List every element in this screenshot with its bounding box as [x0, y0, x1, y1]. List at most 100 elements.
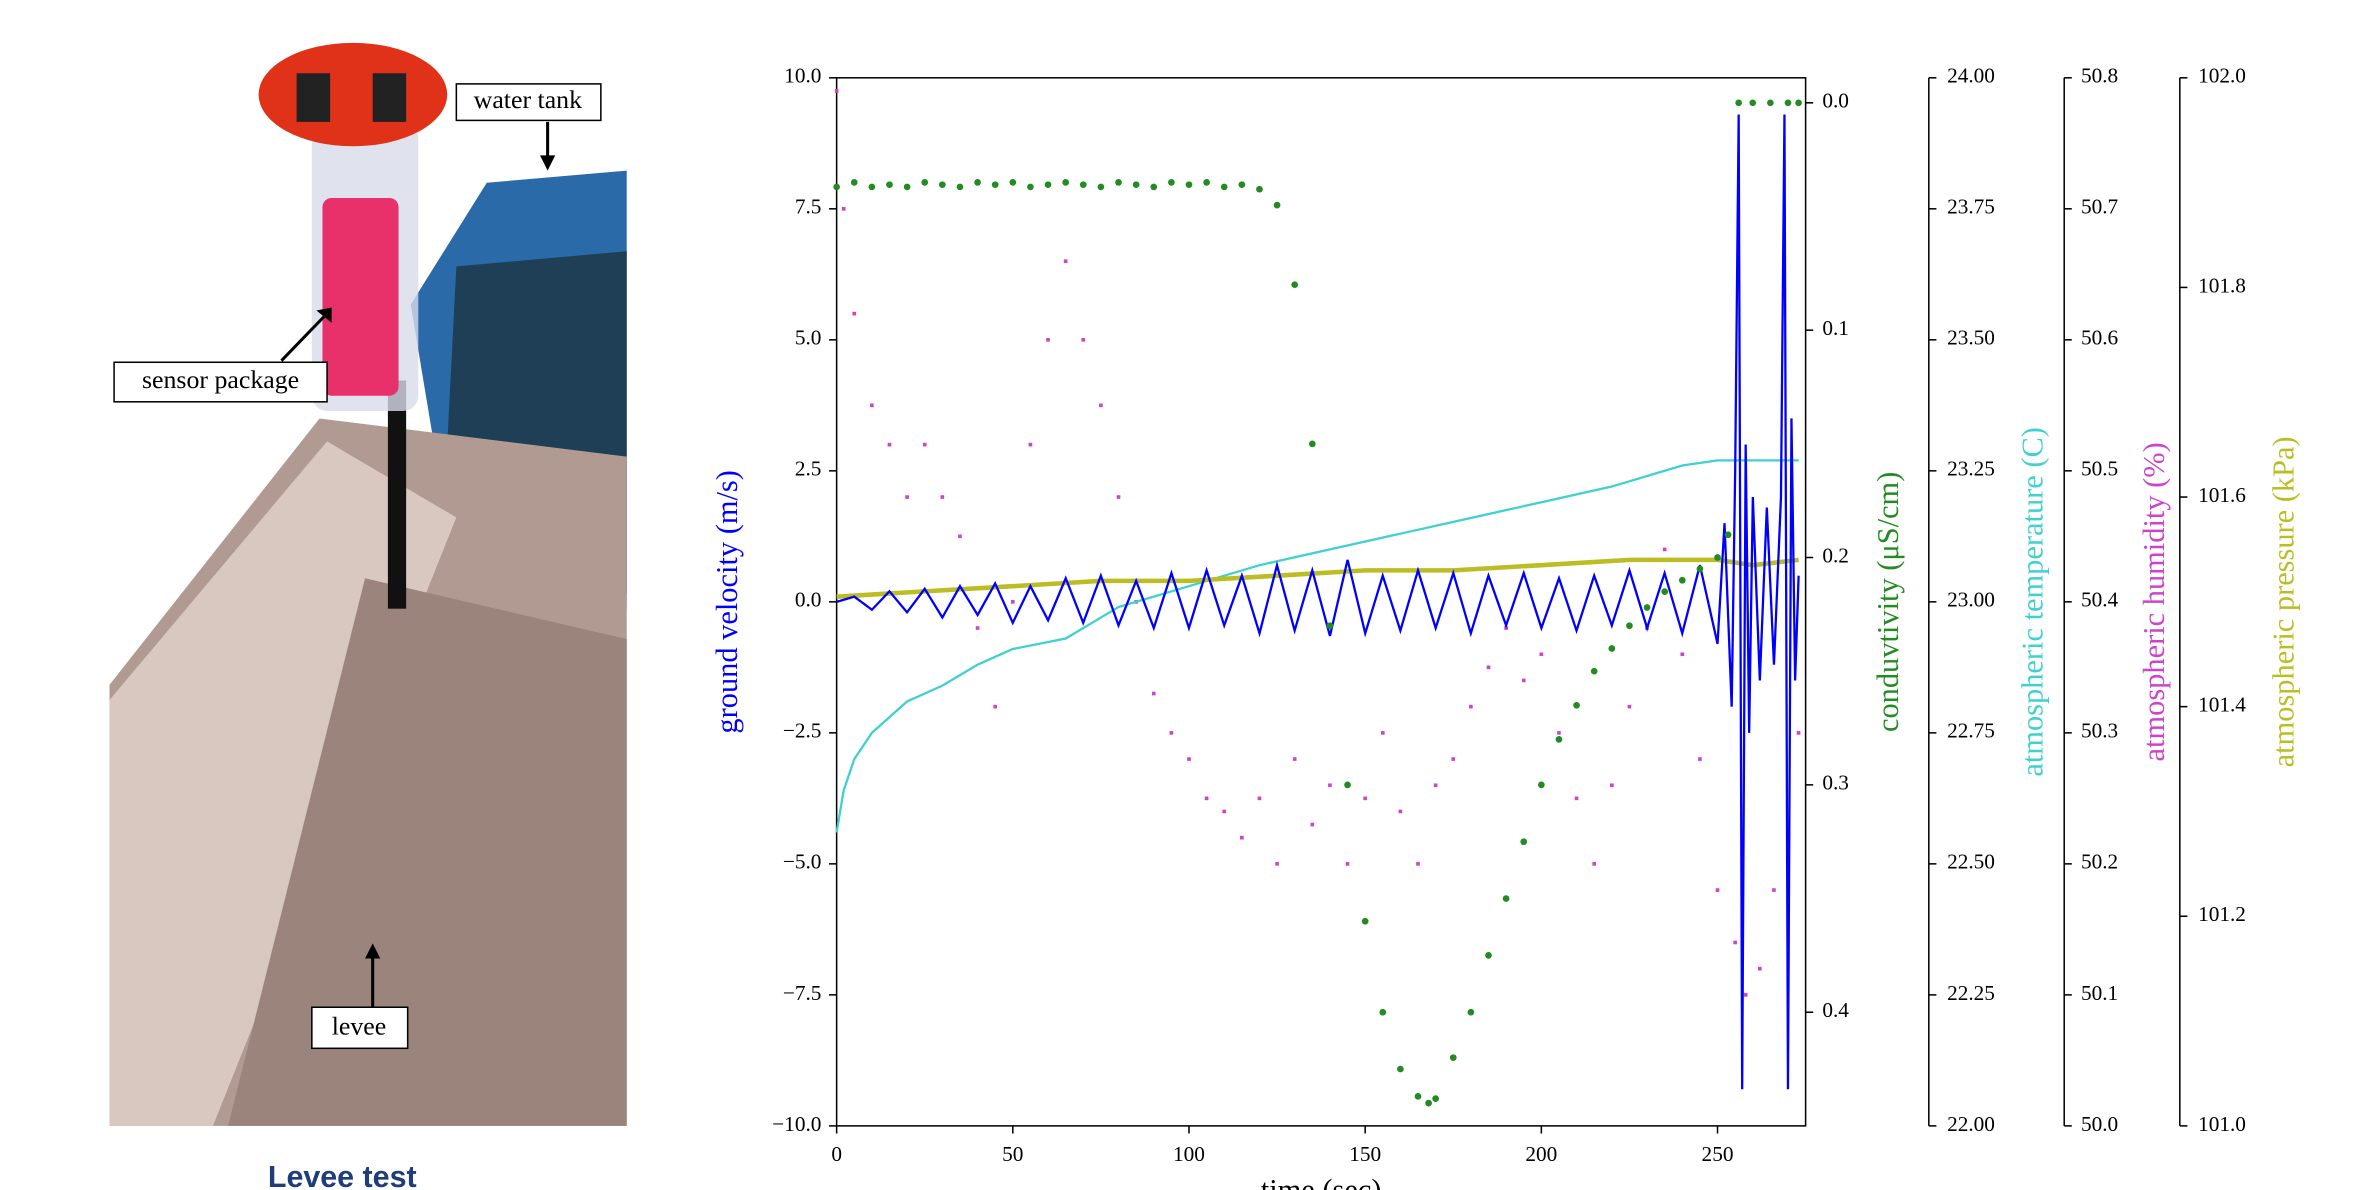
- point: [1469, 704, 1473, 709]
- point: [1063, 259, 1068, 264]
- point: [1433, 783, 1438, 788]
- point: [1733, 940, 1737, 945]
- point: [1537, 781, 1545, 789]
- arrow-head: [365, 943, 381, 959]
- point: [1168, 179, 1175, 186]
- point: [1521, 678, 1526, 683]
- x-tick-label: 50: [1002, 1142, 1023, 1166]
- point: [852, 311, 857, 316]
- y-tick-label: 22.25: [1947, 981, 1995, 1005]
- point: [1062, 179, 1070, 186]
- point: [1275, 862, 1279, 866]
- y-tick-label: 50.3: [2081, 719, 2118, 743]
- y-tick-label: 102.0: [2198, 64, 2246, 88]
- point: [1414, 1092, 1422, 1100]
- sensor: [322, 197, 399, 396]
- point: [1678, 576, 1686, 584]
- y-tick-label: 50.1: [2081, 981, 2118, 1005]
- point: [1310, 822, 1315, 827]
- point: [991, 181, 999, 189]
- y-tick-label: 101.2: [2198, 902, 2246, 926]
- point: [1626, 622, 1633, 630]
- point: [1795, 99, 1802, 107]
- point: [1363, 796, 1367, 801]
- point: [1767, 99, 1774, 107]
- point: [1715, 888, 1720, 892]
- point: [974, 179, 981, 186]
- y-tick-label: 0.3: [1822, 771, 1849, 795]
- point: [1097, 183, 1105, 191]
- point: [1222, 809, 1227, 814]
- point: [1099, 403, 1103, 408]
- point: [1151, 691, 1156, 696]
- point: [886, 181, 893, 189]
- x-tick-label: 100: [1173, 1142, 1205, 1166]
- point: [1380, 731, 1385, 735]
- y-tick-label: 50.7: [2081, 195, 2119, 219]
- point: [1796, 731, 1801, 735]
- point: [1757, 966, 1762, 971]
- caption: Levee test: [268, 1160, 417, 1190]
- point: [922, 442, 927, 447]
- point: [1257, 796, 1262, 801]
- point: [1609, 783, 1614, 788]
- point: [1698, 757, 1702, 761]
- y-tick-label: 50.8: [2081, 64, 2118, 88]
- y-tick-label: 101.0: [2198, 1112, 2246, 1136]
- point: [841, 206, 846, 211]
- point: [1379, 1008, 1387, 1016]
- axis-title: time (sec): [1261, 1173, 1382, 1190]
- y-tick-label: 50.2: [2081, 850, 2118, 874]
- point: [1328, 783, 1332, 788]
- point: [1291, 281, 1299, 289]
- point: [1203, 179, 1210, 186]
- rod: [387, 380, 407, 609]
- x-tick-label: 250: [1702, 1142, 1734, 1166]
- photo: water tank sensor package levee Levee te…: [109, 27, 627, 1190]
- point: [1467, 1008, 1475, 1016]
- point: [1574, 796, 1579, 801]
- label: water tank: [474, 85, 582, 114]
- point: [1292, 757, 1297, 761]
- point: [1009, 179, 1017, 186]
- point: [1743, 993, 1748, 997]
- point: [1150, 183, 1158, 191]
- point: [1555, 736, 1563, 743]
- point: [1485, 952, 1492, 959]
- point: [1502, 895, 1510, 902]
- x-tick-label: 200: [1525, 1142, 1557, 1166]
- point: [887, 442, 892, 447]
- point: [1169, 731, 1174, 735]
- axis-title: atmospheric humidity (%): [2137, 442, 2171, 761]
- point: [1416, 862, 1420, 866]
- y-tick-label: 23.00: [1947, 588, 1995, 612]
- point: [1361, 917, 1369, 925]
- label-box: [311, 1006, 409, 1050]
- label-box: [113, 361, 328, 403]
- y-tick-label: 22.00: [1947, 1112, 1995, 1136]
- point: [1115, 179, 1122, 186]
- point: [1425, 1099, 1432, 1107]
- y-tick-label: 2.5: [795, 457, 822, 481]
- y-tick-label: 22.50: [1947, 850, 1995, 874]
- point: [1486, 665, 1491, 670]
- y-tick-label: 10.0: [784, 64, 821, 88]
- point: [1308, 440, 1316, 448]
- y-tick-label: 24.00: [1947, 64, 1995, 88]
- y-tick-label: 23.50: [1947, 326, 1995, 350]
- point: [1661, 588, 1669, 595]
- y-tick-label: −7.5: [783, 981, 822, 1005]
- y-tick-label: 101.8: [2198, 273, 2246, 297]
- point: [956, 183, 964, 191]
- point: [1557, 731, 1561, 735]
- cap-panel: [296, 73, 331, 122]
- label: sensor package: [142, 365, 299, 394]
- point: [1735, 99, 1743, 107]
- point: [1397, 1065, 1404, 1073]
- point: [1081, 338, 1086, 342]
- point: [1627, 704, 1632, 709]
- point: [1185, 181, 1193, 189]
- point: [1539, 652, 1544, 657]
- point: [850, 179, 858, 186]
